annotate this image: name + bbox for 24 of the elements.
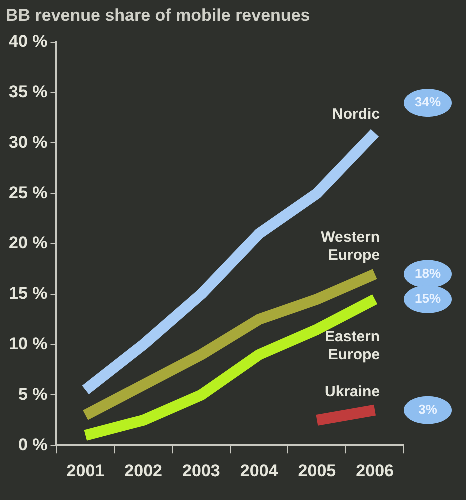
x-tick-label: 2004 xyxy=(240,461,279,480)
series-label: Eastern Europe xyxy=(325,328,380,364)
y-tick-label: 35 % xyxy=(9,82,48,102)
x-tick-label: 2006 xyxy=(356,461,394,480)
y-tick-label: 10 % xyxy=(9,334,48,354)
y-tick-label: 20 % xyxy=(9,234,48,253)
series-label: Nordic xyxy=(332,106,380,124)
text: 18% xyxy=(414,266,442,281)
y-tick-label: 40 % xyxy=(9,32,48,52)
y-tick-label: 15 % xyxy=(9,284,48,304)
x-tick-label: 2001 xyxy=(66,461,105,480)
x-tick-label: 2002 xyxy=(124,461,162,480)
y-tick-label: 25 % xyxy=(9,183,48,202)
x-tick-label: 2003 xyxy=(182,461,220,480)
text: 3% xyxy=(418,402,438,417)
y-tick-label: 0 % xyxy=(18,435,48,454)
series-label: Western Europe xyxy=(321,229,380,264)
y-tick-label: 5 % xyxy=(18,384,48,404)
text: 15% xyxy=(414,291,442,306)
y-tick-label: 30 % xyxy=(9,132,48,152)
x-tick-label: 2005 xyxy=(298,461,336,480)
series-label: Ukraine xyxy=(325,383,380,400)
chart-title: BB revenue share of mobile revenues xyxy=(6,6,310,25)
text: 34% xyxy=(414,94,442,110)
